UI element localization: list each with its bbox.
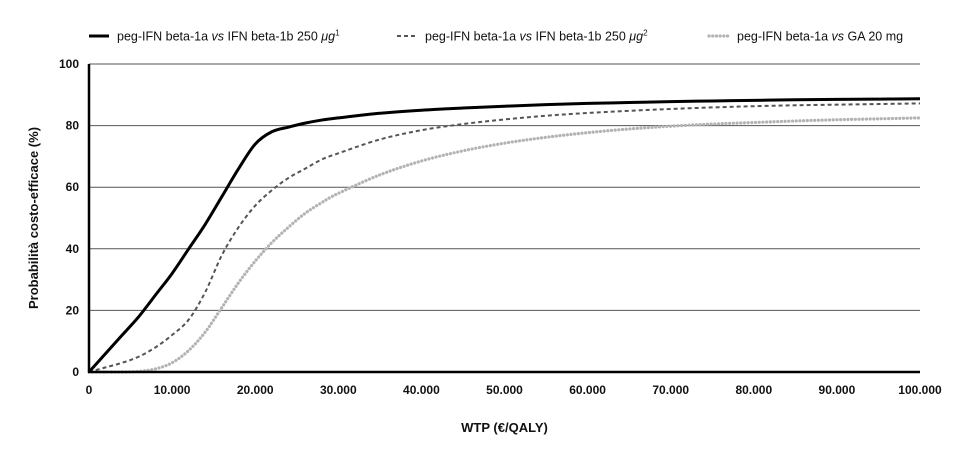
series-layer — [87, 97, 922, 374]
legend-text-sup: 1 — [335, 29, 340, 38]
y-axis-title: Probabilità costo-efficace (%) — [26, 127, 41, 309]
x-tick-label: 70.000 — [652, 383, 689, 397]
y-tick-label: 20 — [66, 303, 80, 317]
series-line-2 — [88, 102, 921, 373]
x-tick-label: 60.000 — [569, 383, 606, 397]
legend-label-3: peg-IFN beta-1a vs GA 20 mg — [737, 30, 903, 44]
legend-label-1: peg-IFN beta-1a vs IFN beta-1b 250 μg1 — [117, 29, 340, 44]
x-tick-label: 0 — [86, 383, 93, 397]
legend-text-vs: vs — [212, 30, 225, 44]
ticks: 0 20 40 60 80 100 0 10.000 20.000 30.000 40.000 50.… — [59, 57, 942, 397]
x-tick-label: 90.000 — [819, 383, 856, 397]
x-tick-label: 40.000 — [403, 383, 440, 397]
grid-lines — [89, 63, 920, 311]
legend-text-unit: μg — [628, 30, 643, 44]
legend-label-2: peg-IFN beta-1a vs IFN beta-1b 250 μg2 — [425, 29, 648, 44]
legend-text-vs: vs — [520, 30, 533, 44]
y-tick-label: 100 — [59, 57, 79, 71]
legend-text-main: GA 20 mg — [844, 30, 903, 44]
x-tick-label: 20.000 — [237, 383, 274, 397]
x-tick-label: 80.000 — [735, 383, 772, 397]
x-tick-label: 100.000 — [898, 383, 942, 397]
y-tick-label: 80 — [66, 119, 80, 133]
legend-text-vs: vs — [832, 30, 845, 44]
y-tick-label: 60 — [66, 180, 80, 194]
axes — [87, 64, 920, 374]
y-tick-label: 0 — [72, 365, 79, 379]
y-tick-label: 40 — [66, 242, 80, 256]
legend-text-main: IFN beta-1b 250 — [224, 30, 321, 44]
legend-text-prefix: peg-IFN beta-1a — [117, 30, 212, 44]
x-tick-label: 10.000 — [154, 383, 191, 397]
x-tick-label: 50.000 — [486, 383, 523, 397]
legend: peg-IFN beta-1a vs IFN beta-1b 250 μg1 pe… — [89, 29, 903, 44]
legend-text-main: IFN beta-1b 250 — [532, 30, 629, 44]
x-tick-label: 30.000 — [320, 383, 357, 397]
legend-text-sup: 2 — [643, 29, 648, 38]
legend-text-prefix: peg-IFN beta-1a — [737, 30, 832, 44]
legend-text-unit: μg — [320, 30, 335, 44]
series-line-3 — [87, 116, 922, 374]
legend-text-prefix: peg-IFN beta-1a — [425, 30, 520, 44]
x-axis-title: WTP (€/QALY) — [461, 420, 548, 435]
series-line-1 — [87, 97, 921, 374]
